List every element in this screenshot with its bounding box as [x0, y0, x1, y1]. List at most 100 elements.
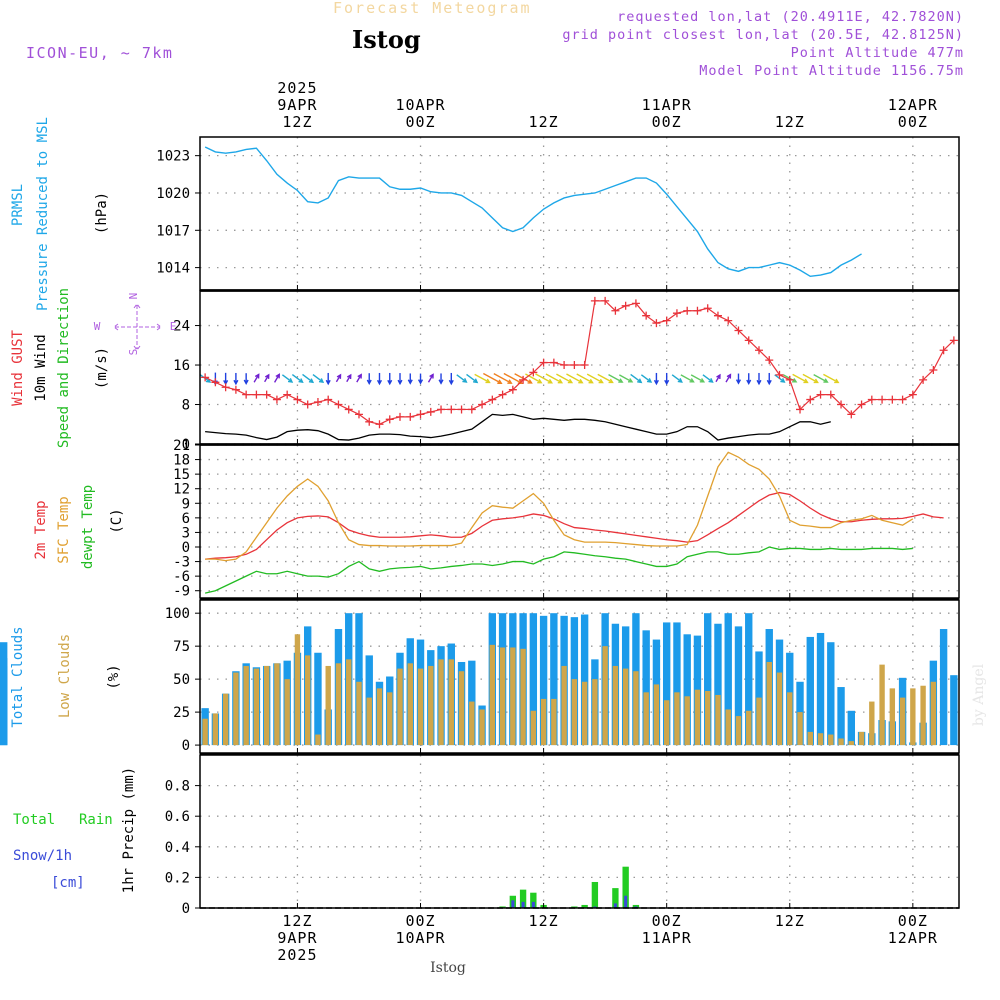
time-label-line: 00Z	[651, 912, 682, 930]
low-cloud-bar	[335, 663, 342, 746]
wind-direction-arrow	[766, 372, 772, 386]
compass-n: N	[127, 293, 140, 300]
total-cloud-bar	[550, 613, 558, 746]
footer-station: Istog	[430, 960, 466, 976]
gust-marker	[231, 385, 240, 394]
rain-bar	[622, 866, 629, 908]
low-cloud-bar	[397, 668, 403, 746]
temp-dewpt-label: dewpt Temp	[80, 485, 96, 569]
low-cloud-bar	[807, 731, 813, 746]
gust-marker	[888, 395, 897, 404]
wind-direction-arrow	[427, 373, 434, 383]
gust-marker	[406, 412, 415, 421]
wind-direction-arrow	[813, 373, 829, 383]
gust-marker	[549, 358, 558, 367]
total-cloud-bar	[816, 632, 825, 746]
gust-marker	[201, 373, 210, 382]
compass-arrows	[113, 303, 162, 351]
low-cloud-bar	[869, 701, 875, 746]
wind-direction-arrow	[680, 374, 695, 383]
wind-direction-arrow	[448, 372, 454, 386]
panel-clouds: 0 25 50 75 100	[0, 599, 960, 754]
total-cloud-bar	[714, 623, 722, 746]
time-label-line: 11APR	[641, 929, 692, 947]
low-cloud-bar	[376, 688, 383, 746]
gust-marker	[734, 326, 743, 335]
low-cloud-bar	[910, 688, 916, 746]
low-cloud-bar	[663, 700, 670, 746]
gust-marker	[560, 361, 569, 370]
pressure-unit: (hPa)	[94, 192, 110, 234]
gust-marker	[949, 336, 958, 345]
pressure-label-prmsl: PRMSL	[10, 184, 26, 226]
wind-direction-arrow	[586, 373, 604, 384]
wind-direction-arrow	[474, 373, 491, 384]
time-label-line: 2025	[277, 79, 318, 97]
low-cloud-bar	[725, 709, 731, 746]
time-label: 10APR 00Z	[381, 97, 461, 131]
low-cloud-bar	[294, 634, 301, 746]
gust-marker	[570, 361, 579, 370]
low-cloud-bar	[263, 665, 270, 746]
gridpoint-coords: grid point closest lon,lat (20.5E, 42.81…	[562, 27, 964, 43]
total-cloud-bar	[529, 613, 538, 746]
wind-direction-arrow	[438, 373, 444, 385]
gust-marker	[488, 395, 497, 404]
y-tick-label: -9	[173, 584, 190, 600]
gust-marker	[324, 395, 333, 404]
gust-marker	[878, 395, 887, 404]
low-cloud-bar	[428, 665, 434, 746]
temp-unit: (C)	[109, 508, 125, 533]
low-cloud-bar	[817, 733, 824, 746]
pressure-label-msl: Pressure Reduced to MSL	[35, 117, 51, 311]
time-label-line: 10APR	[395, 96, 446, 114]
low-cloud-bar	[571, 679, 578, 746]
wind-direction-arrow	[253, 373, 260, 383]
gust-marker	[703, 304, 712, 313]
y-tick-label: -3	[173, 555, 190, 571]
low-cloud-bar	[633, 671, 639, 746]
time-label: 2025 9APR 12Z	[257, 80, 337, 131]
gust-marker	[519, 375, 528, 384]
wind-direction-arrow	[608, 373, 624, 383]
wind-direction-arrow	[397, 373, 403, 386]
gust-marker	[303, 400, 312, 409]
wind-direction-arrow	[756, 372, 762, 386]
y-tick-label: 12	[173, 482, 190, 498]
gust-marker	[642, 311, 651, 320]
time-label: 00Z 12APR	[873, 913, 953, 947]
gust-marker	[354, 410, 363, 419]
gust-marker	[631, 299, 640, 308]
gust-marker	[344, 405, 353, 414]
total-cloud-bar	[580, 614, 589, 746]
low-cloud-bar	[776, 672, 783, 746]
wind-direction-arrow	[664, 372, 670, 386]
rain-bar	[530, 892, 537, 908]
time-label-line: 12Z	[282, 912, 313, 930]
total-cloud-bar	[704, 613, 712, 746]
wind-direction-arrow	[671, 374, 683, 383]
total-cloud-bar	[0, 642, 8, 746]
wind-direction-arrow	[715, 373, 721, 383]
gust-marker	[621, 301, 630, 310]
compass-s: S	[127, 349, 140, 356]
wind-direction-arrow	[653, 372, 659, 386]
meteogram-title: Forecast Meteogram	[333, 0, 532, 17]
wind-direction-arrow	[597, 373, 614, 384]
snow-bar	[613, 903, 617, 908]
wind-direction-arrow	[335, 373, 342, 383]
requested-coords: requested lon,lat (20.4911E, 42.7820N)	[617, 9, 964, 25]
gust-marker	[693, 306, 702, 315]
low-cloud-bar	[684, 696, 690, 746]
gust-marker	[293, 395, 302, 404]
gust-marker	[683, 306, 692, 315]
total-cloud-bar	[837, 687, 845, 746]
rain-bar	[612, 888, 619, 908]
gust-marker	[847, 410, 856, 419]
gust-marker	[313, 398, 322, 407]
low-cloud-bar	[407, 663, 413, 746]
low-cloud-bar	[858, 731, 865, 746]
compass-e: E	[170, 320, 177, 333]
gust-marker	[816, 390, 825, 399]
